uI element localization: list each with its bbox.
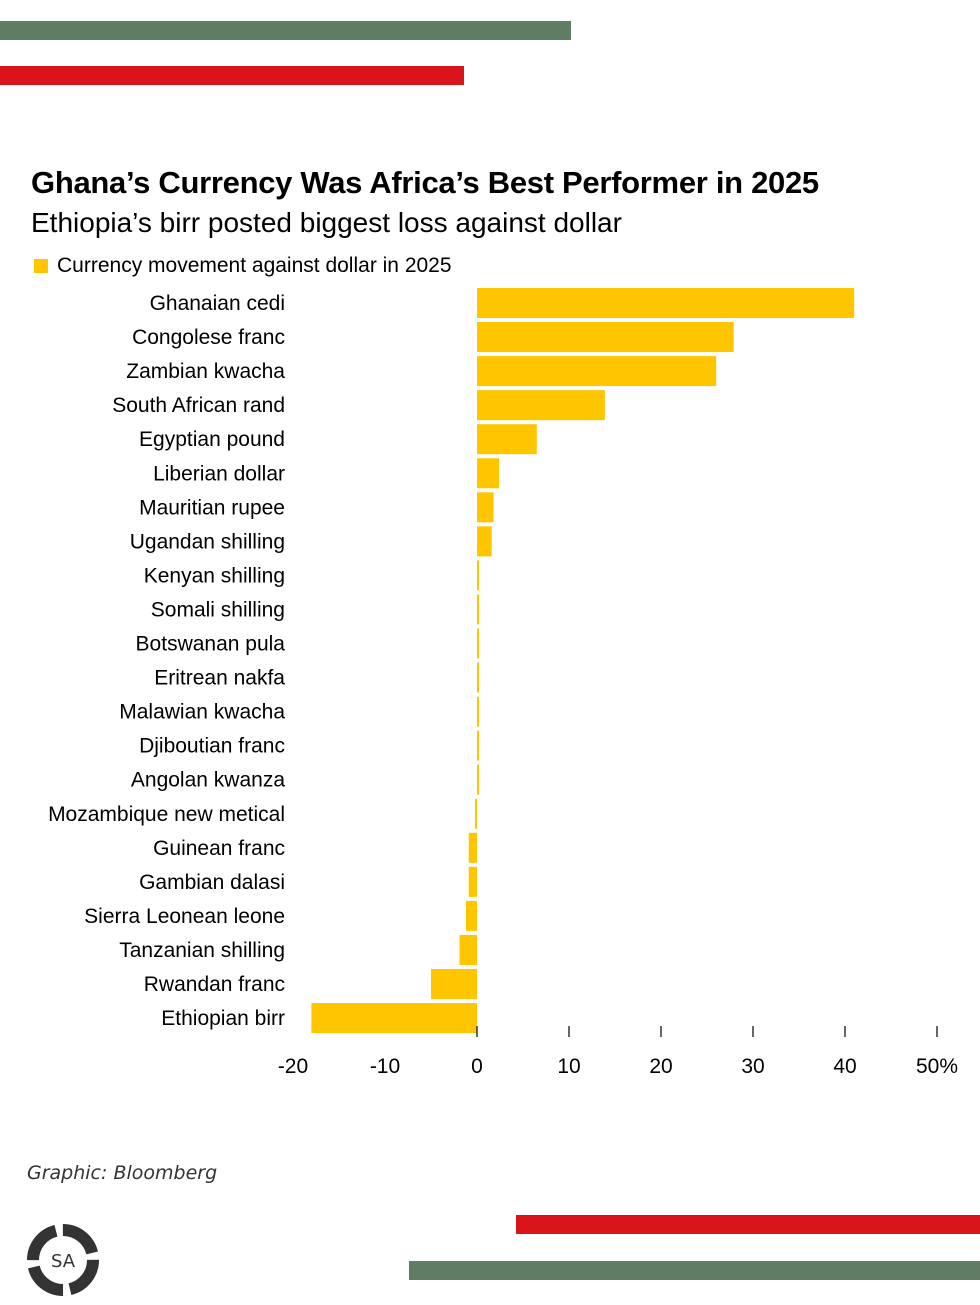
- category-label: Guinean franc: [153, 837, 285, 860]
- bar: [477, 492, 494, 523]
- bar: [477, 696, 479, 727]
- x-tick-label: 30: [741, 1055, 764, 1078]
- bar: [477, 390, 605, 421]
- green-stripe-top: [0, 21, 571, 40]
- x-tick-label: 10: [557, 1055, 580, 1078]
- x-tick-label: 40: [833, 1055, 856, 1078]
- bar: [477, 560, 479, 591]
- bar: [477, 288, 855, 318]
- bar: [477, 458, 500, 489]
- bar: [459, 934, 477, 965]
- category-label: Congolese franc: [132, 326, 285, 349]
- category-label: Eritrean nakfa: [154, 667, 285, 690]
- chart-subtitle: Ethiopia’s birr posted biggest loss agai…: [31, 207, 622, 238]
- category-label: Djiboutian franc: [139, 735, 285, 758]
- x-tick-label: 0: [471, 1055, 483, 1078]
- category-label: Ethiopian birr: [161, 1007, 285, 1030]
- category-label: Liberian dollar: [153, 462, 285, 485]
- source-credit: Graphic: Bloomberg: [27, 1162, 218, 1184]
- bar: [311, 1003, 477, 1034]
- bar: [468, 832, 477, 863]
- category-label: Malawian kwacha: [119, 701, 285, 724]
- category-label: Mozambique new metical: [48, 803, 285, 826]
- red-stripe-top: [0, 66, 464, 85]
- category-label: Sierra Leonean leone: [84, 905, 285, 928]
- x-tick-label: -20: [278, 1055, 308, 1078]
- category-label: Egyptian pound: [139, 428, 285, 451]
- bar: [477, 424, 537, 455]
- category-label: South African rand: [112, 394, 285, 417]
- category-label: Angolan kwanza: [131, 769, 285, 792]
- bar: [477, 322, 734, 353]
- category-label: Kenyan shilling: [144, 564, 285, 587]
- bar: [477, 526, 492, 557]
- bar: [465, 900, 477, 931]
- sa-logo-icon: SA: [27, 1224, 99, 1296]
- category-label: Botswanan pula: [136, 633, 286, 656]
- bar: [477, 628, 479, 659]
- bar: [477, 594, 479, 625]
- bar-chart: Ghanaian cedi Congolese franc Zambian kwac…: [48, 288, 958, 1078]
- chart-title: Ghana’s Currency Was Africa’s Best Perfo…: [31, 165, 819, 200]
- category-label: Gambian dalasi: [139, 871, 285, 894]
- category-label: Mauritian rupee: [139, 496, 285, 519]
- x-tick-label: -10: [370, 1055, 400, 1078]
- x-tick-label: 20: [649, 1055, 672, 1078]
- x-tick-label: 50%: [916, 1055, 958, 1078]
- bar: [468, 866, 477, 897]
- bar: [431, 969, 477, 999]
- category-label: Ugandan shilling: [130, 530, 285, 553]
- red-stripe-bottom: [516, 1215, 980, 1234]
- legend-swatch: [34, 259, 48, 273]
- category-label: Tanzanian shilling: [119, 939, 285, 962]
- bar: [477, 356, 717, 387]
- category-label: Zambian kwacha: [126, 360, 285, 383]
- svg-text:SA: SA: [51, 1251, 76, 1272]
- bar: [475, 798, 477, 829]
- bar: [477, 764, 479, 795]
- bar: [477, 730, 479, 761]
- legend: Currency movement against dollar in 2025: [34, 254, 452, 278]
- category-label: Ghanaian cedi: [150, 292, 285, 315]
- bar: [477, 662, 479, 693]
- category-label: Somali shilling: [151, 598, 285, 621]
- green-stripe-bottom: [409, 1261, 980, 1280]
- legend-label: Currency movement against dollar in 2025: [57, 254, 452, 277]
- category-label: Rwandan franc: [144, 973, 285, 996]
